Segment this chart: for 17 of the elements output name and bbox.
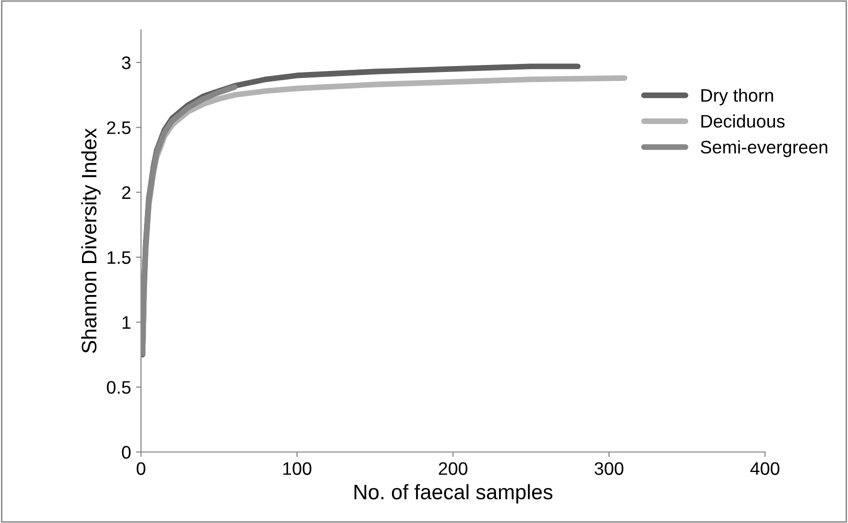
y-tick-label: 0.5 — [106, 381, 131, 394]
legend-label: Dry thorn — [701, 88, 774, 106]
y-tick-label: 1 — [122, 316, 130, 329]
x-tick-label: 200 — [438, 462, 468, 475]
y-axis-title: Shannon Diversity Index — [81, 128, 101, 353]
y-tick-label: 2.5 — [107, 121, 131, 134]
y-tick-label: 3 — [122, 56, 130, 70]
x-tick-label: 100 — [283, 462, 312, 475]
x-axis-title: No. of faecal samples — [354, 484, 552, 504]
legend-label: Deciduous — [701, 114, 785, 128]
y-tick-label: 0 — [122, 446, 131, 459]
x-tick-label: 0 — [136, 462, 146, 475]
y-tick-label: 2 — [122, 186, 130, 199]
x-tick-label: 300 — [594, 462, 624, 475]
y-tick-label: 1.5 — [108, 251, 131, 264]
legend-label: Semi-evergreen — [700, 140, 828, 158]
x-tick-label: 400 — [750, 462, 780, 475]
